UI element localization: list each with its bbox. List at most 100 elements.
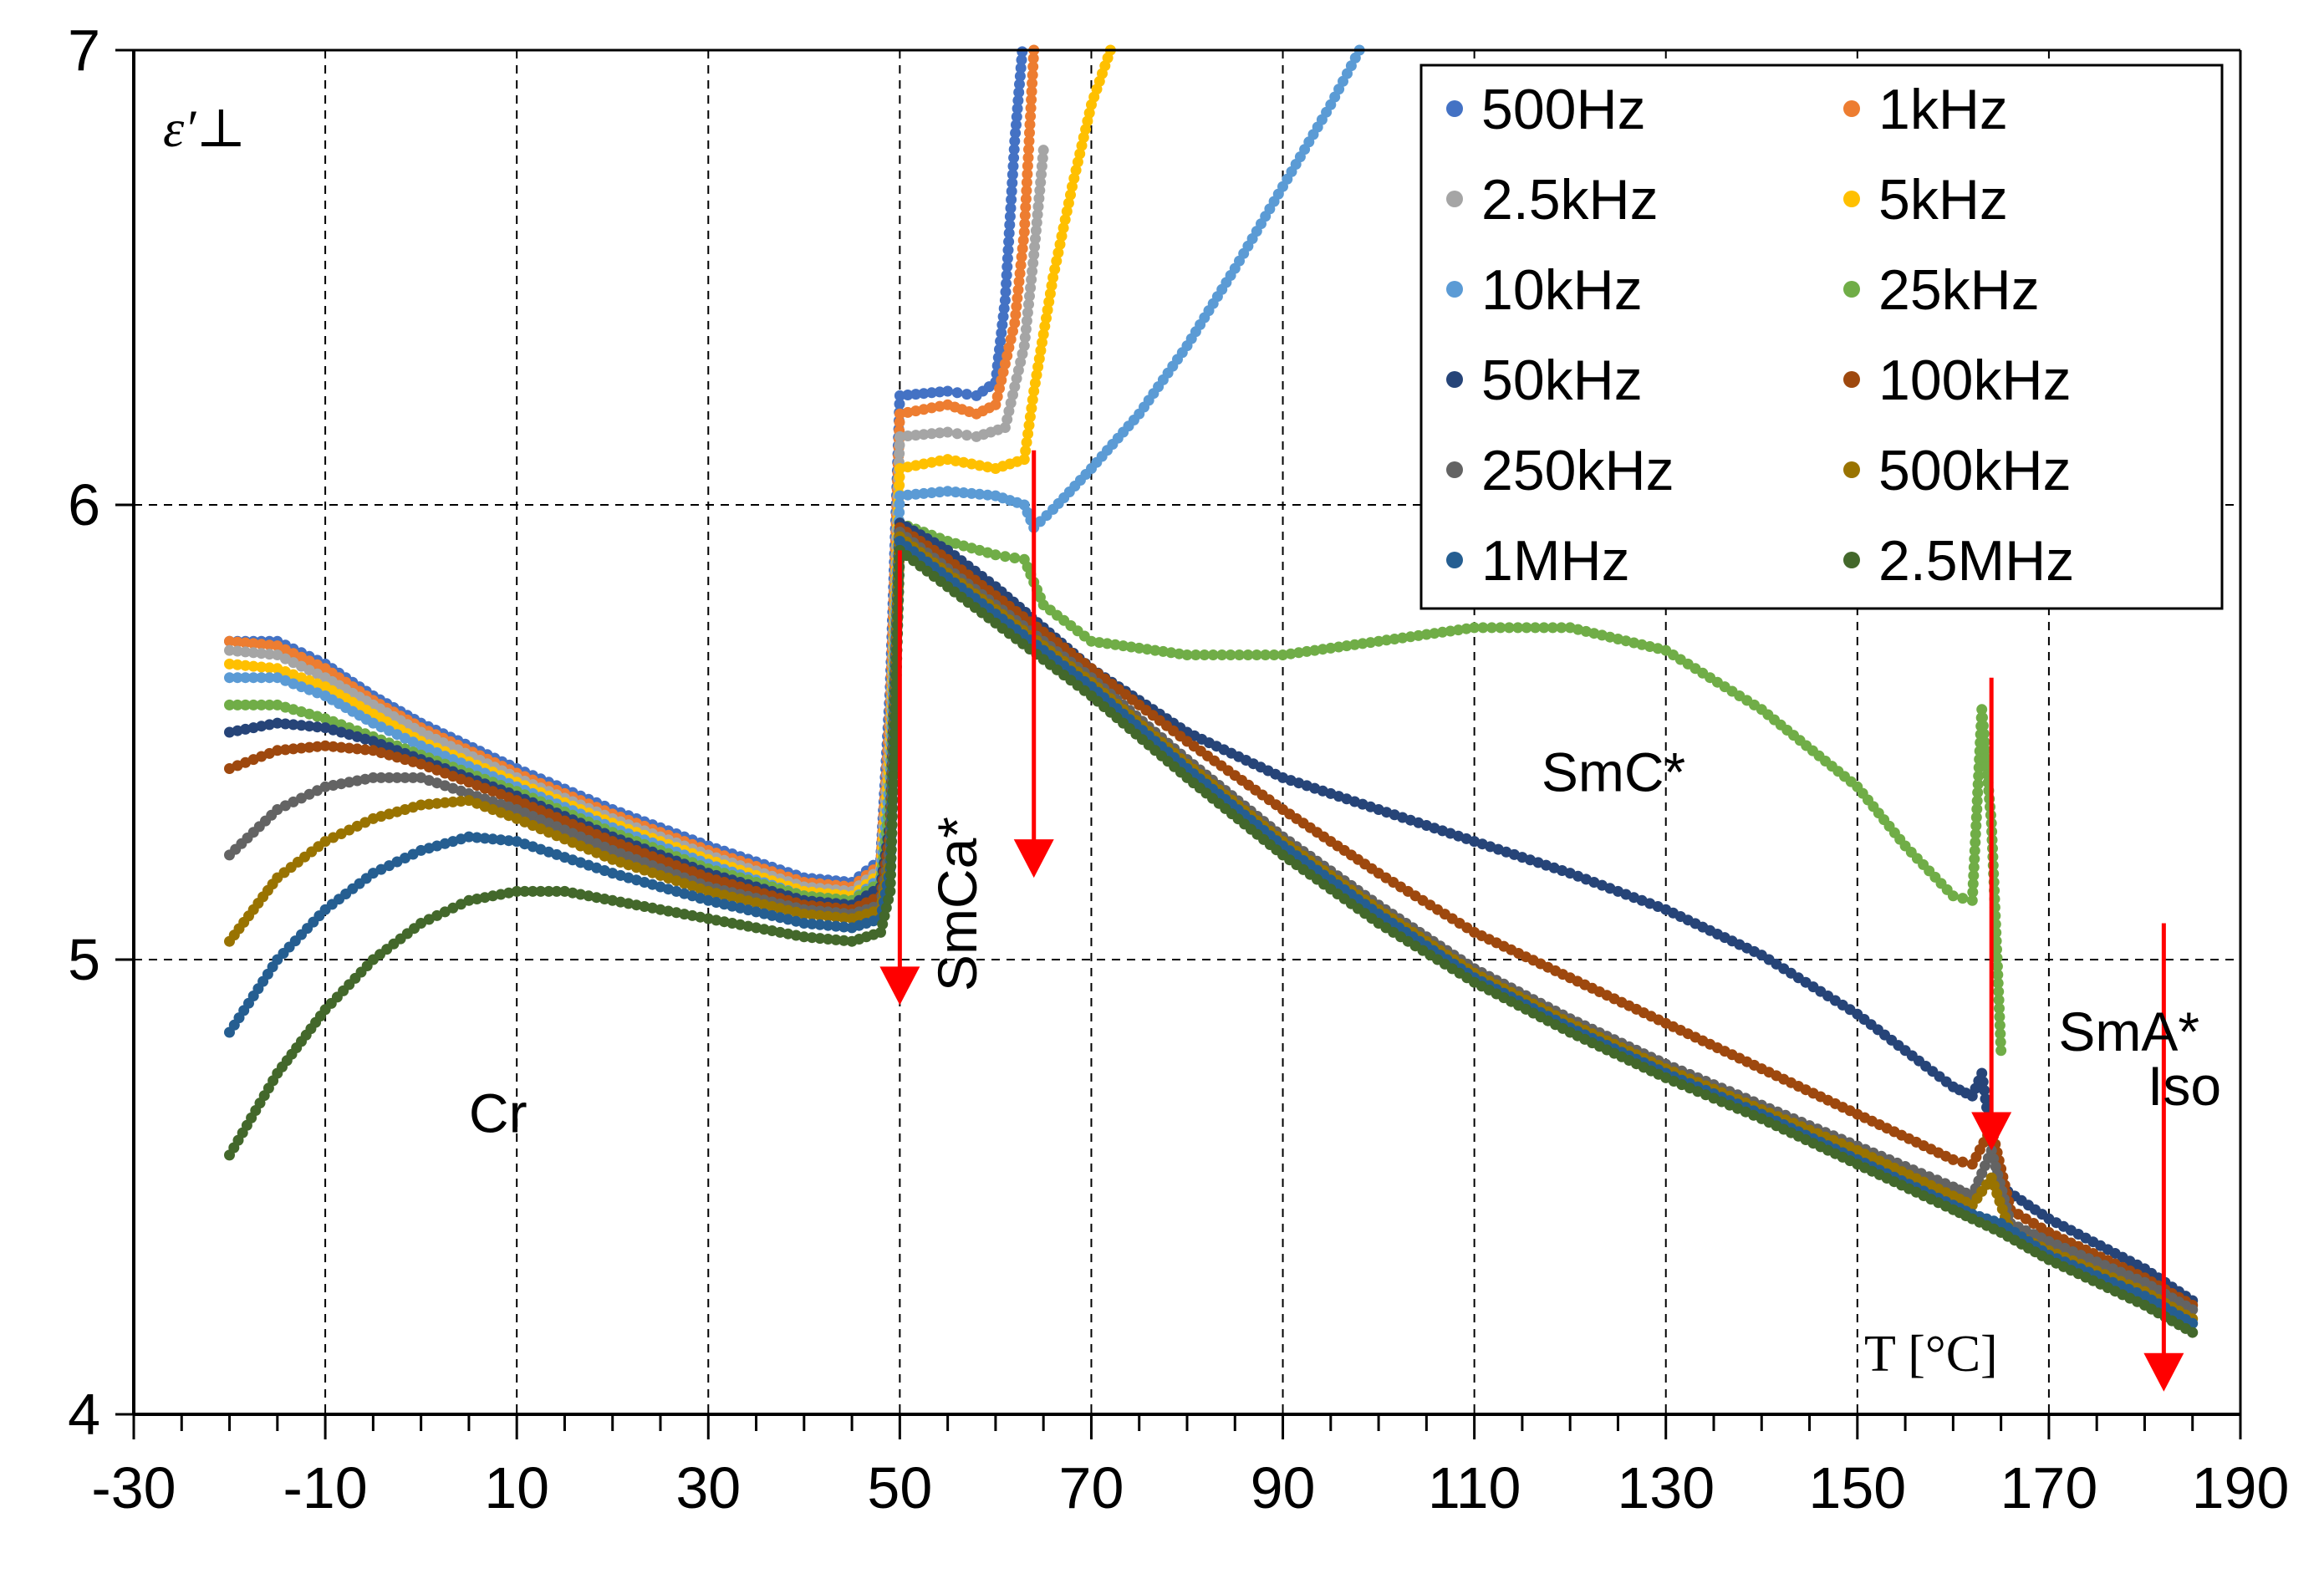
data-point xyxy=(961,430,972,441)
data-point xyxy=(910,488,921,500)
series-2.5MHz xyxy=(224,544,2199,1338)
data-point xyxy=(1995,1045,2007,1057)
data-point xyxy=(1980,752,1992,764)
data-point xyxy=(1019,218,1031,230)
legend-marker xyxy=(1843,552,1860,568)
data-point xyxy=(1967,878,1979,889)
data-point xyxy=(894,390,905,401)
data-point xyxy=(1023,420,1035,431)
data-point xyxy=(487,890,498,902)
data-point xyxy=(1003,342,1015,354)
data-point xyxy=(1990,935,2002,947)
data-point xyxy=(1503,622,1515,634)
data-point xyxy=(884,877,896,889)
data-point xyxy=(1067,181,1078,192)
legend-label: 250kHz xyxy=(1481,439,1674,502)
data-point xyxy=(224,658,235,670)
data-point xyxy=(885,869,896,880)
data-point xyxy=(263,649,275,660)
data-point xyxy=(886,819,898,831)
data-point xyxy=(1019,332,1031,344)
data-point xyxy=(303,721,315,732)
data-point xyxy=(1957,893,1969,904)
x-tick-label: 170 xyxy=(2000,1455,2098,1520)
data-point xyxy=(1021,436,1032,448)
data-point xyxy=(888,761,900,772)
legend-box xyxy=(1419,64,2224,610)
data-point xyxy=(224,635,235,647)
data-point xyxy=(591,892,603,904)
data-point xyxy=(1026,274,1037,285)
data-point xyxy=(966,487,977,499)
data-point xyxy=(272,745,283,756)
legend-label: 5kHz xyxy=(1878,168,2008,232)
data-point xyxy=(889,744,900,756)
data-point xyxy=(751,922,762,934)
data-point xyxy=(1017,235,1029,246)
data-point xyxy=(263,639,275,651)
data-point xyxy=(256,699,268,711)
legend-label: 1MHz xyxy=(1481,529,1630,593)
data-point xyxy=(1030,225,1042,237)
data-point xyxy=(934,427,945,439)
data-point xyxy=(886,828,898,839)
data-point xyxy=(1007,169,1018,181)
data-point xyxy=(1020,323,1032,335)
data-point xyxy=(1001,414,1013,425)
data-point xyxy=(888,752,900,764)
data-point xyxy=(1309,644,1321,656)
data-point xyxy=(256,639,268,650)
data-point xyxy=(1021,315,1032,327)
data-point xyxy=(1976,704,1988,716)
data-point xyxy=(1260,649,1272,660)
data-point xyxy=(1181,649,1193,660)
data-point xyxy=(232,636,243,648)
data-point xyxy=(782,928,794,940)
data-point xyxy=(726,918,738,929)
data-point xyxy=(1010,309,1022,320)
data-point xyxy=(1009,135,1021,147)
data-point xyxy=(1037,337,1047,349)
data-point xyxy=(1002,244,1014,256)
data-point xyxy=(247,660,259,672)
data-point xyxy=(999,422,1011,433)
data-point xyxy=(1013,276,1025,288)
data-point xyxy=(1016,54,1027,66)
data-point xyxy=(463,831,475,843)
data-point xyxy=(479,833,491,844)
data-point xyxy=(296,742,307,754)
data-point xyxy=(1078,131,1089,143)
data-point xyxy=(279,718,291,730)
transition-arrows xyxy=(879,450,2184,1392)
transition-arrow xyxy=(1013,450,1054,879)
data-point xyxy=(240,672,252,684)
data-point xyxy=(1008,144,1020,155)
data-point xyxy=(1521,622,1532,634)
data-point xyxy=(1445,625,1456,637)
data-point xyxy=(1014,267,1026,279)
data-point xyxy=(232,645,243,657)
data-point xyxy=(1082,115,1093,127)
arrow-head xyxy=(1013,839,1054,879)
data-point xyxy=(1538,622,1550,634)
data-point xyxy=(951,428,963,440)
data-point xyxy=(894,490,905,502)
data-point xyxy=(1027,394,1038,405)
data-point xyxy=(934,386,945,398)
data-point xyxy=(335,741,347,753)
x-tick-label: 110 xyxy=(1428,1455,1521,1520)
data-point xyxy=(1004,211,1016,222)
legend-item: 1kHz xyxy=(1843,78,2008,141)
x-tick-label: -30 xyxy=(91,1455,176,1520)
series-layer xyxy=(224,44,2199,1338)
data-point xyxy=(1556,622,1567,634)
data-point xyxy=(1034,185,1046,196)
data-point xyxy=(997,366,1009,378)
data-point xyxy=(1007,325,1018,337)
x-axis-label: T [°C] xyxy=(1864,1326,1998,1383)
data-point xyxy=(958,456,970,468)
data-point xyxy=(1118,640,1129,652)
data-point xyxy=(1381,634,1393,646)
data-point xyxy=(1947,890,1959,902)
data-point xyxy=(1992,969,2004,980)
